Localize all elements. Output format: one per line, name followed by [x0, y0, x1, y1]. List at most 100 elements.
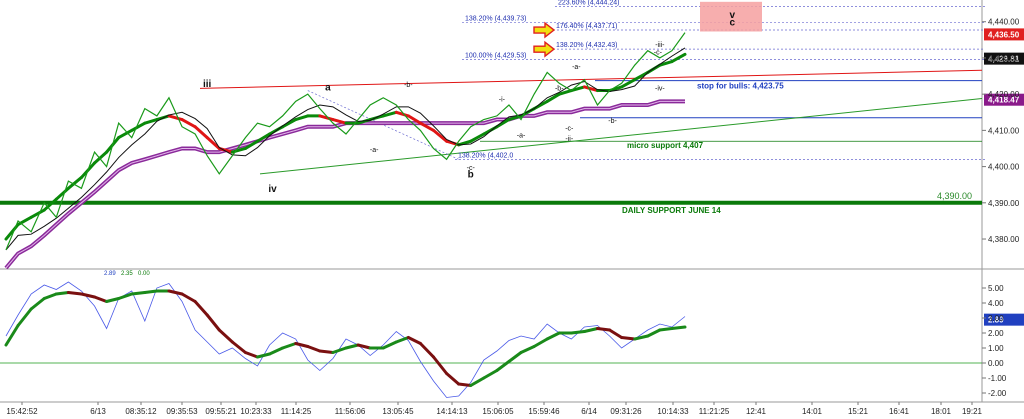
- wave-label: iv: [268, 184, 277, 195]
- time-tick-label: 6/14: [581, 407, 597, 416]
- price-badge-label: 4,429.81: [988, 55, 1020, 64]
- black-moving-average: [5, 47, 686, 251]
- osc-signal-segment: [143, 289, 159, 294]
- osc-signal-segment: [117, 292, 134, 300]
- fast-ma-segment: [93, 150, 109, 165]
- osc-signal-segment: [582, 327, 599, 333]
- fast-ma-segment: [230, 146, 247, 154]
- osc-signal-segment: [633, 334, 650, 341]
- wave-label: b: [468, 169, 474, 180]
- fast-ma-segment: [281, 118, 298, 129]
- price-badge: [984, 93, 1024, 106]
- osc-tick-label: 5.00: [988, 284, 1004, 293]
- time-tick-label: 11:14:25: [281, 407, 312, 416]
- osc-signal-segment: [670, 325, 687, 330]
- wave-label: -iii-: [655, 42, 665, 49]
- osc-readout: 0.00: [138, 271, 150, 277]
- time-tick-label: 16:41: [889, 407, 910, 416]
- fast-ma-segment: [569, 85, 586, 93]
- red-trendline: [199, 69, 983, 89]
- price-series-layer: [4, 32, 687, 398]
- stop-for-bulls-label: stop for bulls: 4,423.75: [697, 82, 784, 91]
- wave-label: -a-: [572, 64, 581, 71]
- price-tick-label: 4,420.00: [988, 90, 1020, 99]
- arrow-icon: [533, 40, 556, 58]
- osc-signal-segment: [54, 291, 70, 296]
- osc-badge: [984, 313, 1024, 326]
- micro-support-label: micro support 4,407: [627, 141, 704, 150]
- fast-ma-segment: [381, 110, 398, 118]
- fast-ma-segment: [557, 89, 573, 96]
- osc-signal-segment: [93, 295, 109, 303]
- osc-readout: 2.89: [104, 271, 116, 277]
- fast-ma-segment: [205, 136, 221, 150]
- time-tick-label: 14:01: [802, 407, 823, 416]
- osc-tick-label: 4.00: [988, 299, 1004, 308]
- osc-tick-label: 2.00: [988, 329, 1004, 338]
- annotations: DAILY SUPPORT JUNE 14 4,390.00 stop for bu…: [104, 0, 1024, 326]
- osc-signal-segment: [29, 297, 46, 311]
- fast-ma-segment: [255, 132, 272, 143]
- price-tick-label: 4,380.00: [988, 235, 1020, 244]
- wave-label: -b-: [404, 82, 413, 89]
- fast-ma-segment: [42, 197, 58, 212]
- osc-signal-segment: [445, 372, 461, 386]
- fast-ma-segment: [469, 132, 486, 143]
- fast-ma-segment: [394, 110, 410, 118]
- osc-signal-segment: [294, 342, 310, 348]
- osc-signal-segment: [457, 382, 473, 387]
- osc-signal-segment: [381, 340, 398, 350]
- price-badge-label: 4,418.47: [988, 96, 1020, 105]
- osc-signal-segment: [105, 297, 121, 303]
- osc-signal-segment: [595, 327, 612, 332]
- osc-signal-segment: [217, 328, 234, 344]
- wave-label: -c-: [467, 165, 476, 172]
- osc-signal-segment: [243, 351, 259, 359]
- osc-signal-segment: [569, 330, 586, 335]
- osc-signal-segment: [495, 360, 511, 372]
- osc-signal-segment: [42, 292, 58, 300]
- fast-ma-segment: [406, 114, 422, 125]
- time-tick-label: 09:55:21: [205, 407, 237, 416]
- fast-ma-segment: [432, 128, 449, 143]
- wave-label: -c-: [654, 49, 663, 56]
- time-tick-label: 11:56:06: [335, 407, 366, 416]
- osc-signal-segment: [620, 336, 637, 341]
- price-badge: [984, 52, 1024, 65]
- wave-label: a: [325, 83, 331, 94]
- price-badge-label: 4,436.50: [988, 30, 1020, 39]
- time-tick-label: 6/13: [90, 407, 106, 416]
- fast-ma-segment: [130, 121, 147, 132]
- osc-tick-label: -2.00: [988, 389, 1007, 398]
- wave-label: -i-: [499, 96, 506, 103]
- fast-ma-segment: [582, 85, 599, 93]
- osc-signal-segment: [66, 291, 83, 296]
- fast-ma-segment: [29, 208, 46, 219]
- wave-label: c: [729, 17, 735, 28]
- wave-label: -ii-: [565, 136, 573, 143]
- fib-label: 176.40% (4,437.71): [556, 23, 618, 30]
- osc-signal-segment: [230, 340, 247, 354]
- fast-ma-segment: [117, 128, 134, 140]
- fast-ma-segment: [670, 52, 687, 64]
- price-badge: [984, 28, 1024, 41]
- osc-signal-segment: [658, 327, 674, 332]
- wave-label: -c-: [565, 125, 574, 132]
- fast-ma-segment: [180, 118, 197, 129]
- fib-label: 138.20% (4,402.0: [458, 152, 513, 159]
- price-tick-label: 4,440.00: [988, 18, 1020, 27]
- time-tick-label: 14:14:13: [436, 407, 468, 416]
- wave-label: -a-: [370, 147, 379, 154]
- arrow-icon: [533, 21, 556, 39]
- target-zone-box: [700, 1, 762, 32]
- osc-signal-segment: [331, 346, 348, 354]
- osc-signal-segment: [418, 342, 436, 359]
- osc-signal-segment: [167, 289, 184, 296]
- fast-ma-segment: [143, 118, 159, 125]
- osc-signal-segment: [306, 345, 322, 353]
- osc-tick-label: 1.00: [988, 344, 1004, 353]
- time-tick-label: 15:21: [848, 407, 869, 416]
- osc-signal-segment: [79, 292, 97, 299]
